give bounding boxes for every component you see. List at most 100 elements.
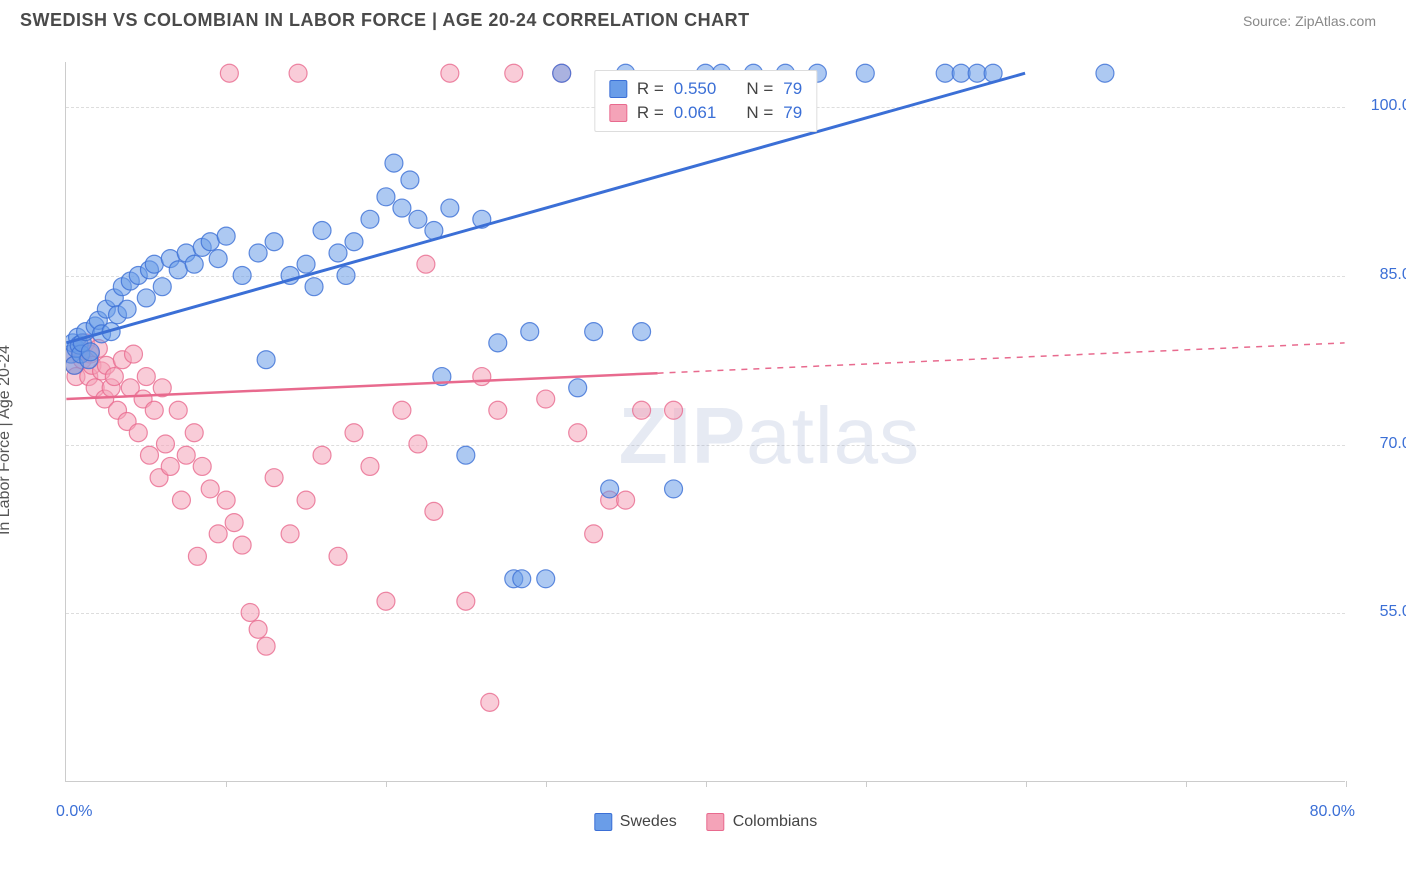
correlation-legend: R = 0.550 N = 79 R = 0.061 N = 79 [594, 70, 817, 132]
x-tick [1186, 781, 1187, 787]
data-point [185, 424, 203, 442]
data-point [233, 536, 251, 554]
x-tick [226, 781, 227, 787]
data-point [441, 64, 459, 82]
data-point [409, 435, 427, 453]
data-point [329, 547, 347, 565]
data-point [265, 233, 283, 251]
legend-row-swedes: R = 0.550 N = 79 [609, 77, 802, 101]
data-point [665, 480, 683, 498]
data-point [569, 379, 587, 397]
y-tick-label: 70.0% [1355, 435, 1406, 453]
data-point [345, 233, 363, 251]
data-point [193, 457, 211, 475]
data-point [329, 244, 347, 262]
data-point [473, 368, 491, 386]
data-point [537, 570, 555, 588]
x-tick [1026, 781, 1027, 787]
data-point [345, 424, 363, 442]
y-tick-label: 55.0% [1355, 603, 1406, 621]
data-point [313, 446, 331, 464]
data-point [225, 514, 243, 532]
data-point [217, 227, 235, 245]
data-point [118, 300, 136, 318]
data-point [265, 469, 283, 487]
data-point [129, 424, 147, 442]
data-point [521, 323, 539, 341]
data-point [169, 261, 187, 279]
data-point [257, 637, 275, 655]
data-point [217, 491, 235, 509]
y-tick-label: 100.0% [1355, 97, 1406, 115]
swatch-swedes-icon [609, 80, 627, 98]
data-point [249, 244, 267, 262]
x-max-label: 80.0% [1310, 803, 1355, 821]
data-point [337, 266, 355, 284]
data-point [385, 154, 403, 172]
data-point [81, 343, 99, 361]
data-point [569, 424, 587, 442]
data-point [220, 64, 238, 82]
data-point [297, 491, 315, 509]
y-axis-label: In Labor Force | Age 20-24 [0, 345, 14, 535]
data-point [137, 368, 155, 386]
data-point [481, 693, 499, 711]
data-point [377, 188, 395, 206]
data-point [305, 278, 323, 296]
chart-source: Source: ZipAtlas.com [1243, 13, 1376, 29]
data-point [241, 603, 259, 621]
data-point [633, 323, 651, 341]
data-point [185, 255, 203, 273]
data-point [177, 446, 195, 464]
chart-title: SWEDISH VS COLOMBIAN IN LABOR FORCE | AG… [20, 10, 750, 31]
data-point [209, 250, 227, 268]
data-point [361, 457, 379, 475]
data-point [441, 199, 459, 217]
data-point [617, 491, 635, 509]
data-point [393, 401, 411, 419]
data-point [513, 570, 531, 588]
data-point [601, 480, 619, 498]
data-point [201, 233, 219, 251]
trend-line [66, 73, 1025, 343]
data-point [409, 210, 427, 228]
data-point [856, 64, 874, 82]
data-point [137, 289, 155, 307]
x-tick [546, 781, 547, 787]
data-point [145, 401, 163, 419]
swatch-colombians-icon [707, 813, 725, 831]
data-point [417, 255, 435, 273]
data-point [281, 525, 299, 543]
chart-header: SWEDISH VS COLOMBIAN IN LABOR FORCE | AG… [0, 0, 1406, 41]
swatch-swedes-icon [594, 813, 612, 831]
trend-line [658, 343, 1345, 373]
data-point [169, 401, 187, 419]
data-point [153, 278, 171, 296]
data-point [289, 64, 307, 82]
data-point [1096, 64, 1114, 82]
plot-area: ZIPatlas R = 0.550 N = 79 R = 0.061 N = … [65, 62, 1345, 782]
scatter-svg [66, 62, 1345, 781]
data-point [393, 199, 411, 217]
data-point [313, 222, 331, 240]
x-tick [1346, 781, 1347, 787]
data-point [297, 255, 315, 273]
data-point [633, 401, 651, 419]
data-point [585, 323, 603, 341]
data-point [249, 620, 267, 638]
data-point [665, 401, 683, 419]
data-point [233, 266, 251, 284]
data-point [257, 351, 275, 369]
data-point [145, 255, 163, 273]
data-point [140, 446, 158, 464]
data-point [125, 345, 143, 363]
legend-item-swedes: Swedes [594, 813, 677, 831]
data-point [968, 64, 986, 82]
x-min-label: 0.0% [56, 803, 92, 821]
y-tick-label: 85.0% [1355, 266, 1406, 284]
data-point [377, 592, 395, 610]
x-tick [706, 781, 707, 787]
data-point [505, 64, 523, 82]
data-point [489, 334, 507, 352]
x-tick [866, 781, 867, 787]
